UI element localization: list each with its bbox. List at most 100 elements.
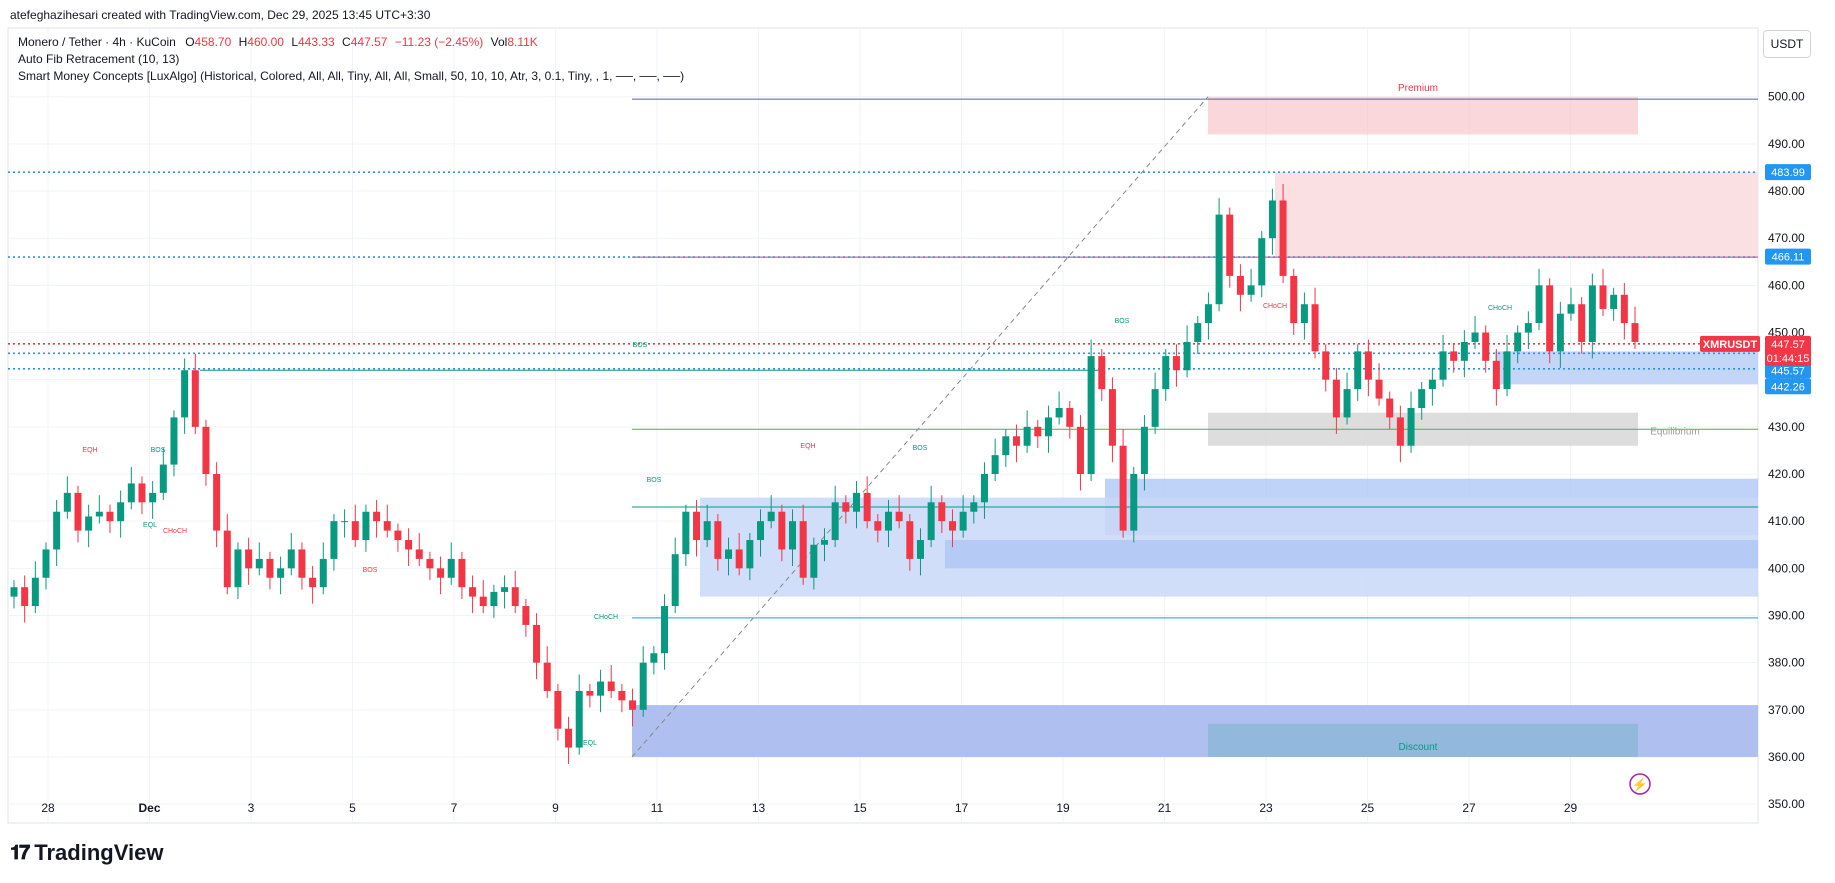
candle-body <box>1290 275 1298 324</box>
x-tick-label: 23 <box>1259 801 1273 815</box>
x-tick-label: 27 <box>1462 801 1476 815</box>
candle-body <box>597 681 605 696</box>
candle-body <box>95 511 103 517</box>
close-label: C <box>342 35 351 49</box>
candle-body <box>1226 214 1234 276</box>
candle-body <box>618 690 626 701</box>
candle-body <box>1364 351 1372 380</box>
candle-body <box>522 606 530 625</box>
candle-body <box>458 558 466 588</box>
y-tick-label: 500.00 <box>1768 90 1805 104</box>
candle-body <box>607 681 615 691</box>
candle-body <box>63 492 71 512</box>
candle-body <box>1588 285 1596 342</box>
candle-body <box>927 502 935 541</box>
candle-body <box>884 511 892 531</box>
x-tick-label: 13 <box>752 801 766 815</box>
candle-body <box>874 521 882 531</box>
candle-body <box>810 544 818 578</box>
x-tick-label: 15 <box>853 801 867 815</box>
candle-body <box>1119 445 1127 531</box>
change-value: −11.23 (−2.45%) <box>394 35 484 49</box>
x-tick-label: 5 <box>349 801 356 815</box>
y-tick-label: 380.00 <box>1768 656 1805 670</box>
x-tick-label: 9 <box>552 801 559 815</box>
candle-body <box>1183 341 1191 371</box>
candle-body <box>1620 294 1628 324</box>
candle-body <box>1076 426 1084 475</box>
candle-body <box>383 521 391 531</box>
candle-body <box>980 474 988 503</box>
structure-label: CHoCH <box>1488 305 1512 312</box>
candle-body <box>1066 407 1074 427</box>
candle-body <box>650 653 658 663</box>
candle-body <box>181 370 189 418</box>
candle-body <box>863 492 871 522</box>
symbol-name[interactable]: Monero / Tether · 4h · KuCoin <box>18 35 176 49</box>
close-value: 447.57 <box>350 35 388 49</box>
candle-body <box>319 558 327 588</box>
x-tick-label: 21 <box>1158 801 1172 815</box>
price-tag-bg <box>1765 378 1811 395</box>
candle-body <box>106 511 114 522</box>
open-label: O <box>185 35 195 49</box>
candle-body <box>757 521 765 541</box>
candle-body <box>213 474 221 531</box>
candle-body <box>426 558 434 569</box>
candle-body <box>1236 275 1244 295</box>
candle-body <box>1343 389 1351 418</box>
candle-body <box>543 662 551 691</box>
discount-label: Discount <box>1399 742 1438 753</box>
candle-body <box>1375 379 1383 399</box>
indicator-smc-label[interactable]: Smart Money Concepts [LuxAlgo] (Historic… <box>18 69 685 83</box>
candle-body <box>991 455 999 475</box>
structure-label: CHoCH <box>1263 303 1287 310</box>
candle-body <box>1578 304 1586 342</box>
candle-body <box>895 511 903 522</box>
candle-body <box>266 558 274 578</box>
y-tick-label: 460.00 <box>1768 278 1805 292</box>
candle-body <box>277 568 285 578</box>
candle-body <box>1503 351 1511 390</box>
candle-body <box>1396 417 1404 446</box>
candle-body <box>1108 389 1116 446</box>
candle-body <box>1567 304 1575 314</box>
brand-name: TradingView <box>34 840 164 865</box>
structure-label: BOS <box>151 447 166 454</box>
candle-body <box>159 464 167 493</box>
candle-body <box>341 521 349 523</box>
candle-body <box>362 511 370 541</box>
price-tag: 466.11 <box>1772 252 1805 264</box>
candle-body <box>351 521 359 541</box>
candle-body <box>1055 407 1063 418</box>
candle-body <box>1322 351 1330 380</box>
candle-body <box>1151 389 1159 427</box>
currency-selector[interactable]: USDT <box>1763 30 1811 58</box>
candle-body <box>725 549 733 559</box>
x-tick-label: 25 <box>1361 801 1375 815</box>
candle-body <box>149 492 157 503</box>
candle-body <box>767 511 775 522</box>
supply-order-block <box>1275 172 1758 258</box>
demand-order-block <box>1495 351 1758 385</box>
y-tick-label: 350.00 <box>1768 797 1805 811</box>
symbol-legend: Monero / Tether · 4h · KuCoin O458.70 H4… <box>18 35 538 49</box>
x-tick-label: 29 <box>1564 801 1578 815</box>
candle-body <box>799 521 807 578</box>
indicator-fib-label[interactable]: Auto Fib Retracement (10, 13) <box>18 52 180 66</box>
y-tick-label: 360.00 <box>1768 750 1805 764</box>
discount-zone <box>1208 723 1638 757</box>
candle-body <box>533 624 541 663</box>
price-tag: 483.99 <box>1771 167 1805 179</box>
candle-body <box>1194 323 1202 342</box>
candle-body <box>970 502 978 512</box>
candle-body <box>501 587 509 592</box>
candle-body <box>554 690 562 729</box>
candle-body <box>1610 294 1618 309</box>
structure-label: BOS <box>913 445 928 452</box>
candle-body <box>629 700 637 710</box>
price-tag-bg <box>1765 248 1811 265</box>
candle-body <box>1215 214 1223 305</box>
candle-body <box>1471 332 1479 342</box>
